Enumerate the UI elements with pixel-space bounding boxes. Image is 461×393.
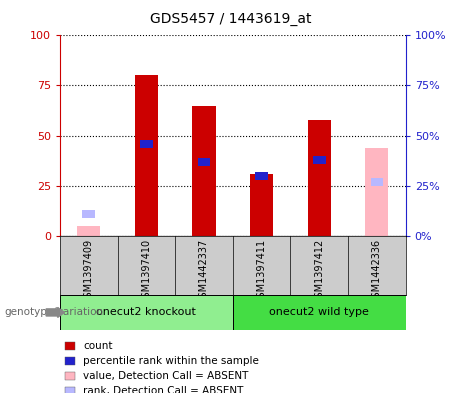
Text: GSM1442337: GSM1442337 xyxy=(199,239,209,304)
Text: genotype/variation: genotype/variation xyxy=(5,307,104,318)
Text: rank, Detection Call = ABSENT: rank, Detection Call = ABSENT xyxy=(83,386,243,393)
Bar xyxy=(255,172,268,180)
Text: GDS5457 / 1443619_at: GDS5457 / 1443619_at xyxy=(150,12,311,26)
Text: onecut2 wild type: onecut2 wild type xyxy=(269,307,369,318)
Text: GSM1397410: GSM1397410 xyxy=(142,239,151,304)
Bar xyxy=(83,210,95,218)
Bar xyxy=(135,75,158,236)
Bar xyxy=(371,178,383,185)
Bar xyxy=(198,158,210,165)
Text: GSM1397409: GSM1397409 xyxy=(84,239,94,304)
Text: percentile rank within the sample: percentile rank within the sample xyxy=(83,356,259,366)
Text: onecut2 knockout: onecut2 knockout xyxy=(96,307,196,318)
FancyBboxPatch shape xyxy=(60,295,233,330)
Bar xyxy=(250,174,273,236)
Bar xyxy=(140,140,153,148)
Bar xyxy=(308,119,331,236)
Text: count: count xyxy=(83,341,112,351)
Bar xyxy=(365,148,388,236)
Text: value, Detection Call = ABSENT: value, Detection Call = ABSENT xyxy=(83,371,248,381)
Bar xyxy=(313,156,325,163)
Text: GSM1397411: GSM1397411 xyxy=(257,239,266,304)
Bar xyxy=(77,226,100,236)
Text: GSM1397412: GSM1397412 xyxy=(314,239,324,304)
Bar xyxy=(193,105,216,236)
Text: GSM1442336: GSM1442336 xyxy=(372,239,382,304)
FancyBboxPatch shape xyxy=(233,295,406,330)
